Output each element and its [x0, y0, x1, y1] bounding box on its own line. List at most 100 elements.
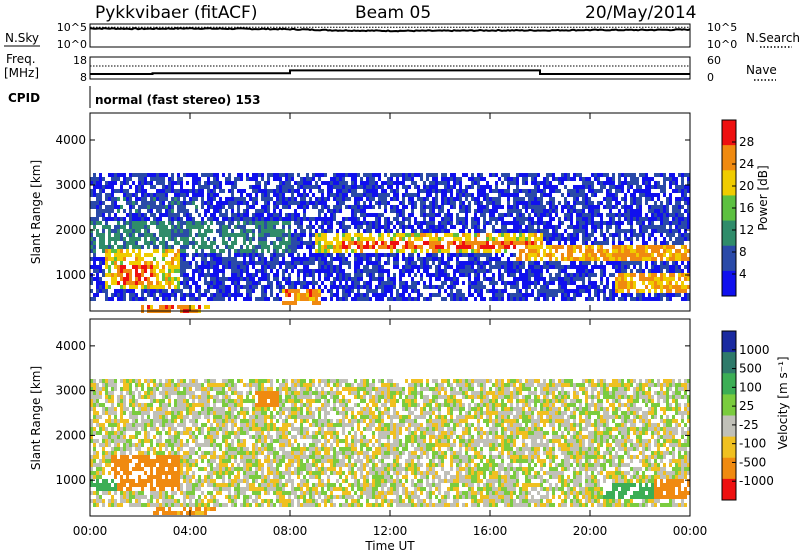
- heatmap-cell: [234, 237, 237, 241]
- heatmap-cell: [450, 289, 453, 293]
- heatmap-cell: [105, 379, 108, 383]
- heatmap-cell: [540, 213, 543, 217]
- heatmap-cell: [648, 245, 651, 249]
- heatmap-cell: [96, 257, 99, 261]
- heatmap-cell: [378, 185, 381, 189]
- heatmap-cell: [117, 503, 120, 507]
- heatmap-cell: [615, 225, 618, 229]
- heatmap-cell: [456, 297, 459, 301]
- heatmap-cell: [327, 217, 330, 221]
- heatmap-cell: [351, 249, 354, 253]
- heatmap-cell: [522, 249, 525, 253]
- heatmap-cell: [144, 253, 147, 257]
- heatmap-cell: [435, 277, 438, 281]
- heatmap-cell: [123, 383, 126, 387]
- heatmap-cell: [111, 261, 114, 265]
- heatmap-cell: [495, 289, 498, 293]
- heatmap-cell: [672, 265, 675, 269]
- heatmap-cell: [606, 297, 609, 301]
- heatmap-cell: [657, 205, 660, 209]
- heatmap-cell: [645, 217, 648, 221]
- heatmap-cell: [132, 193, 135, 197]
- heatmap-cell: [513, 285, 516, 289]
- heatmap-cell: [585, 233, 588, 237]
- heatmap-cell: [258, 233, 261, 237]
- heatmap-cell: [120, 173, 123, 177]
- heatmap-cell: [408, 241, 411, 245]
- heatmap-cell: [411, 261, 414, 265]
- heatmap-cell: [267, 177, 270, 181]
- heatmap-cell: [501, 233, 504, 237]
- heatmap-cell: [516, 201, 519, 205]
- heatmap-cell: [612, 281, 615, 285]
- heatmap-cell: [615, 221, 618, 225]
- heatmap-cell: [186, 173, 189, 177]
- heatmap-cell: [288, 245, 291, 249]
- heatmap-cell: [192, 177, 195, 181]
- heatmap-cell: [294, 293, 297, 297]
- heatmap-cell: [336, 221, 339, 225]
- heatmap-cell: [195, 241, 198, 245]
- heatmap-cell: [663, 265, 666, 269]
- heatmap-cell: [135, 265, 138, 269]
- heatmap-cell: [219, 281, 222, 285]
- heatmap-cell: [678, 257, 681, 261]
- heatmap-cell: [660, 201, 663, 205]
- heatmap-cell: [501, 265, 504, 269]
- heatmap-cell: [612, 221, 615, 225]
- heatmap-cell: [270, 225, 273, 229]
- heatmap-cell: [291, 261, 294, 265]
- heatmap-cell: [609, 257, 612, 261]
- heatmap-cell: [552, 277, 555, 281]
- heatmap-cell: [189, 285, 192, 289]
- heatmap-cell: [609, 197, 612, 201]
- heatmap-cell: [597, 257, 600, 261]
- heatmap-cell: [393, 197, 396, 201]
- heatmap-cell: [153, 193, 156, 197]
- heatmap-cell: [663, 245, 666, 249]
- heatmap-cell: [603, 173, 606, 177]
- heatmap-cell: [636, 257, 639, 261]
- heatmap-cell: [228, 201, 231, 205]
- heatmap-cell: [282, 229, 285, 233]
- heatmap-cell: [450, 217, 453, 221]
- heatmap-cell: [141, 201, 144, 205]
- heatmap-cell: [225, 213, 228, 217]
- heatmap-cell: [399, 281, 402, 285]
- heatmap-cell: [621, 289, 624, 293]
- heatmap-cell: [531, 241, 534, 245]
- heatmap-cell: [354, 217, 357, 221]
- heatmap-cell: [201, 293, 204, 297]
- heatmap-cell: [447, 249, 450, 253]
- heatmap-cell: [612, 193, 615, 197]
- heatmap-cell: [405, 245, 408, 249]
- heatmap-cell: [336, 193, 339, 197]
- heatmap-cell: [462, 201, 465, 205]
- heatmap-cell: [429, 237, 432, 241]
- heatmap-cell: [204, 273, 207, 277]
- heatmap-cell: [516, 293, 519, 297]
- heatmap-cell: [102, 273, 105, 277]
- heatmap-cell: [177, 249, 180, 253]
- heatmap-cell: [582, 237, 585, 241]
- heatmap-cell: [105, 395, 108, 399]
- heatmap-cell: [465, 233, 468, 237]
- heatmap-cell: [627, 273, 630, 277]
- heatmap-cell: [480, 261, 483, 265]
- heatmap-cell: [573, 289, 576, 293]
- heatmap-cell: [93, 297, 96, 301]
- heatmap-cell: [417, 233, 420, 237]
- heatmap-cell: [363, 201, 366, 205]
- heatmap-cell: [120, 503, 123, 507]
- heatmap-cell: [351, 221, 354, 225]
- heatmap-cell: [546, 233, 549, 237]
- heatmap-cell: [375, 185, 378, 189]
- heatmap-cell: [630, 273, 633, 277]
- heatmap-cell: [264, 209, 267, 213]
- heatmap-cell: [564, 277, 567, 281]
- heatmap-cell: [231, 261, 234, 265]
- heatmap-cell: [237, 221, 240, 225]
- heatmap-cell: [378, 193, 381, 197]
- heatmap-cell: [348, 225, 351, 229]
- heatmap-cell: [348, 217, 351, 221]
